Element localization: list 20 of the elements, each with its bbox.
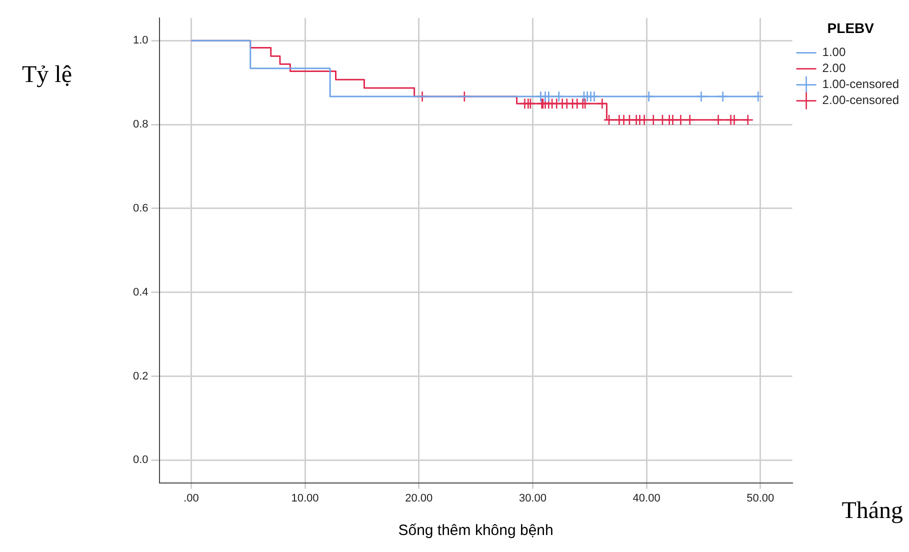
legend-label: 2.00 bbox=[822, 61, 846, 76]
y-tick-label: 0.4 bbox=[132, 286, 148, 298]
y-tick-label: 0.0 bbox=[132, 454, 148, 466]
x-tick-label: 40.00 bbox=[632, 492, 660, 504]
y-tick-label: 0.6 bbox=[132, 202, 148, 214]
x-tick-label: 30.00 bbox=[518, 492, 546, 504]
y-tick-label: 0.8 bbox=[132, 118, 148, 131]
legend-label: 2.00-censored bbox=[822, 93, 899, 108]
text: Tháng bbox=[842, 498, 903, 524]
x-axis-title: Sống thêm không bệnh bbox=[398, 522, 554, 540]
y-tick-label: 1.0 bbox=[132, 34, 148, 47]
x-tick-label: .00 bbox=[184, 492, 199, 504]
x-tick-label: 50.00 bbox=[746, 492, 774, 504]
legend-label: 1.00-censored bbox=[822, 77, 899, 92]
y-axis-title: Tỷ lệ bbox=[22, 62, 72, 88]
legend-title: PLEBV bbox=[827, 20, 875, 36]
y-tick-label: 0.2 bbox=[132, 370, 148, 382]
x-tick-label: 20.00 bbox=[405, 492, 433, 504]
legend-label: 1.00 bbox=[822, 45, 846, 60]
x-tick-label: 10.00 bbox=[291, 492, 319, 504]
